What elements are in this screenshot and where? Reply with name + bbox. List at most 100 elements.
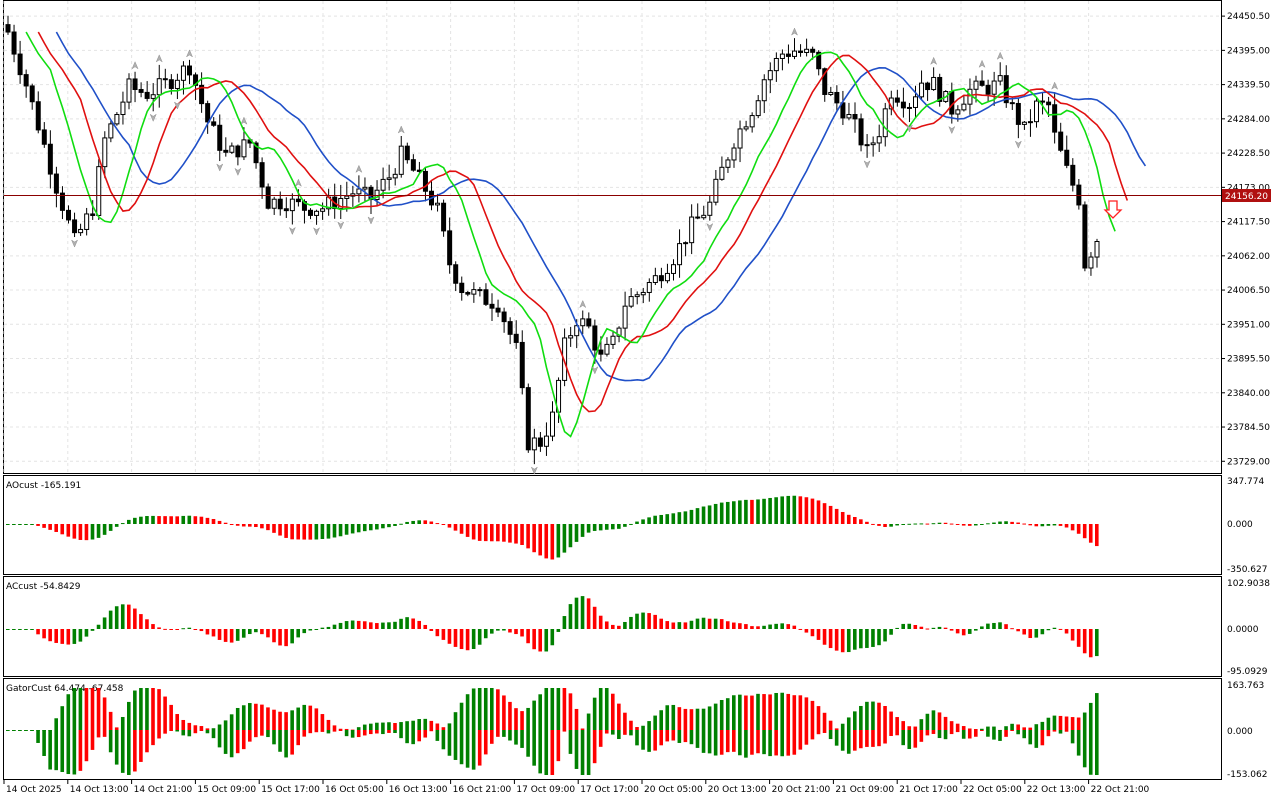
gator-lower-bar: [974, 730, 978, 737]
gator-lower-bar: [913, 730, 918, 748]
histogram-bar: [405, 617, 409, 629]
histogram-bar: [175, 516, 179, 524]
histogram-bar: [562, 524, 567, 553]
time-tick-label: 22 Oct 13:00: [1027, 785, 1086, 795]
candle-body: [1058, 131, 1064, 151]
gator-lower-bar: [211, 730, 216, 739]
gator-upper-bar: [405, 721, 409, 730]
histogram-bar: [629, 523, 633, 525]
gator-lower-bar: [145, 730, 149, 753]
gator-lower-bar: [1088, 730, 1093, 775]
gator-lower-bar: [949, 730, 954, 735]
histogram-bar: [1010, 628, 1014, 630]
histogram-bar: [90, 629, 95, 631]
histogram-bar: [471, 629, 476, 649]
gator-lower-bar: [943, 730, 948, 740]
candle-body: [435, 202, 441, 206]
ao-indicator-panel[interactable]: AOcust -165.191 347.774 0.000 -350.627: [6, 477, 1267, 575]
histogram-bar: [744, 624, 748, 629]
gator-upper-bar: [151, 688, 155, 730]
gator-upper-bar: [381, 722, 385, 730]
histogram-bar: [556, 524, 561, 558]
gator-upper-bar: [338, 728, 343, 730]
histogram-bar: [931, 523, 936, 525]
candle-body: [743, 126, 749, 130]
gator-upper-bar: [750, 695, 754, 730]
histogram-bar: [810, 498, 815, 524]
gator-lower-bar: [901, 730, 905, 746]
histogram-bar: [1076, 629, 1081, 647]
histogram-bar: [308, 524, 313, 540]
histogram-bar: [42, 629, 46, 639]
gator-upper-bar: [308, 705, 313, 730]
histogram-bar: [1070, 524, 1075, 531]
ac-title: ACcust -54.8429: [6, 582, 81, 592]
gator-upper-bar: [967, 728, 972, 730]
price-tick-label: 23895.50: [1227, 355, 1270, 365]
gator-upper-bar: [96, 688, 101, 730]
histogram-bar: [568, 604, 573, 629]
gator-upper-bar: [671, 704, 676, 730]
histogram-bar: [42, 524, 46, 528]
gator-upper-bar: [254, 703, 258, 730]
candle-body: [47, 143, 53, 175]
main-price-panel[interactable]: 24450.50 24395.00 24339.50 24284.00 24228.50…: [4, 12, 1271, 475]
histogram-bar: [834, 508, 839, 524]
gator-lower-bar: [526, 730, 530, 757]
candle-body: [422, 170, 428, 192]
candle-body: [507, 321, 513, 335]
histogram-bar: [768, 497, 772, 524]
candle-body: [973, 80, 979, 90]
histogram-bar: [865, 521, 869, 524]
gator-indicator-panel[interactable]: GatorCust 64.474 -67.458 163.763 0.000 -…: [6, 681, 1267, 780]
candle-body: [132, 78, 138, 91]
candle-body: [695, 216, 701, 219]
histogram-bar: [707, 505, 712, 524]
gator-upper-bar: [453, 712, 458, 730]
gator-upper-bar: [701, 708, 706, 730]
candle-body: [314, 210, 320, 216]
gator-lower-bar: [895, 730, 899, 736]
histogram-bar: [272, 629, 276, 643]
gator-lower-bar: [701, 730, 706, 753]
candle-body: [187, 65, 192, 76]
gator-lower-bar: [181, 730, 186, 736]
histogram-bar: [120, 523, 125, 525]
time-tick-label: 22 Oct 21:00: [1091, 785, 1150, 795]
histogram-bar: [139, 516, 143, 524]
candle-body: [241, 139, 247, 158]
histogram-bar: [423, 624, 428, 629]
histogram-bar: [707, 618, 712, 629]
candle-body: [985, 84, 991, 95]
candle-body: [11, 31, 17, 55]
histogram-bar: [96, 624, 101, 629]
histogram-bar: [145, 516, 149, 524]
time-tick-label: 21 Oct 09:00: [835, 785, 894, 795]
histogram-bar: [526, 629, 530, 644]
histogram-bar: [24, 629, 28, 630]
candle-body: [677, 243, 683, 266]
candle-body: [725, 159, 731, 168]
histogram-bar: [344, 524, 349, 535]
candle-body: [931, 76, 937, 91]
gator-lower-bar: [586, 730, 591, 775]
gator-lower-bar: [266, 730, 270, 738]
gator-upper-bar: [889, 711, 893, 730]
histogram-bar: [611, 524, 615, 530]
histogram-bar: [1004, 624, 1008, 629]
histogram-bar: [816, 629, 821, 640]
gator-upper-bar: [411, 720, 415, 730]
candle-body: [350, 193, 356, 197]
histogram-bar: [60, 524, 65, 535]
gator-upper-bar: [768, 694, 772, 730]
gator-upper-bar: [1064, 716, 1069, 730]
gator-lower-bar: [102, 730, 107, 737]
gator-upper-bar: [859, 705, 863, 730]
gator-lower-bar: [683, 730, 688, 743]
gator-lower-bar: [659, 730, 663, 746]
ac-indicator-panel[interactable]: ACcust -54.8429 102.9038 0.0000 -95.0929: [6, 579, 1270, 677]
gator-lower-bar: [756, 730, 760, 754]
gator-upper-bar: [762, 694, 766, 730]
gator-lower-bar: [865, 730, 869, 747]
